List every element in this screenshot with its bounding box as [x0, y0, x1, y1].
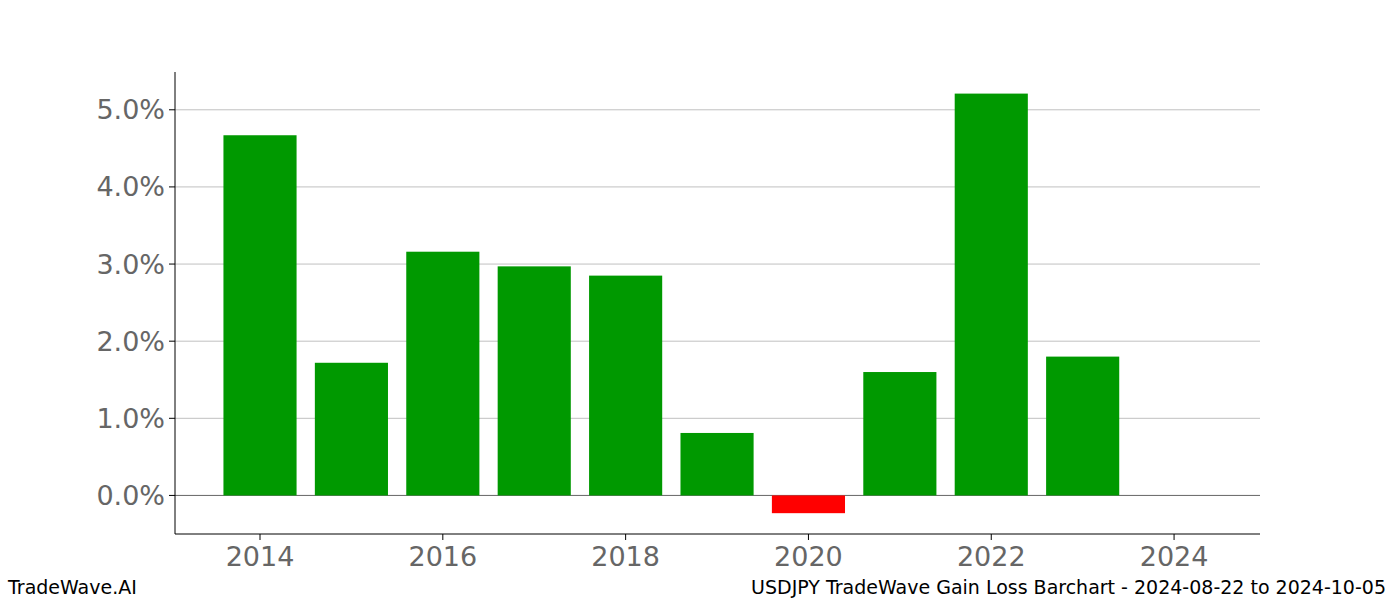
x-tick	[442, 534, 443, 540]
bar	[955, 94, 1028, 496]
y-tick-label: 3.0%	[96, 249, 165, 280]
x-tick-label: 2016	[408, 541, 477, 572]
y-tick-label: 2.0%	[96, 326, 165, 357]
title: USDJPY TradeWave Gain Loss Barchart - 20…	[751, 576, 1386, 598]
chart-svg: 0.0% 1.0% 2.0% 3.0% 4.0% 5.0% 2014 2016 2018 2020…	[0, 0, 1400, 600]
bar	[223, 135, 296, 495]
x-tick	[808, 534, 809, 540]
x-tick-label: 2018	[591, 541, 660, 572]
y-tick	[169, 186, 175, 187]
y-tick	[169, 264, 175, 265]
y-axis-line	[175, 72, 176, 534]
bar	[680, 433, 753, 495]
x-tick	[991, 534, 992, 540]
x-tick	[625, 534, 626, 540]
x-tick-label: 2024	[1140, 541, 1209, 572]
x-tick-label: 2014	[226, 541, 295, 572]
bar	[863, 372, 936, 495]
bar	[772, 495, 845, 513]
bar	[315, 363, 388, 496]
y-tick-label: 1.0%	[96, 403, 165, 434]
x-tick	[260, 534, 261, 540]
x-tick	[1174, 534, 1175, 540]
bar	[1046, 357, 1119, 496]
y-tick	[169, 109, 175, 110]
y-tick-label: 0.0%	[96, 480, 165, 511]
annotation: TradeWave.AI	[7, 576, 137, 598]
y-tick	[169, 341, 175, 342]
chart-container: 0.0% 1.0% 2.0% 3.0% 4.0% 5.0% 2014 2016 2018 2020…	[0, 0, 1400, 600]
y-tick-label: 5.0%	[96, 94, 165, 125]
bar	[406, 252, 479, 496]
grid-line	[175, 341, 1260, 342]
bar	[589, 276, 662, 496]
grid-line	[175, 186, 1260, 187]
grid-line	[175, 109, 1260, 110]
y-tick	[169, 418, 175, 419]
x-axis-line	[175, 534, 1260, 535]
y-tick-label: 4.0%	[96, 171, 165, 202]
bar	[498, 266, 571, 495]
grid-line	[175, 264, 1260, 265]
y-tick	[169, 495, 175, 496]
x-tick-label: 2020	[774, 541, 843, 572]
x-tick-label: 2022	[957, 541, 1026, 572]
